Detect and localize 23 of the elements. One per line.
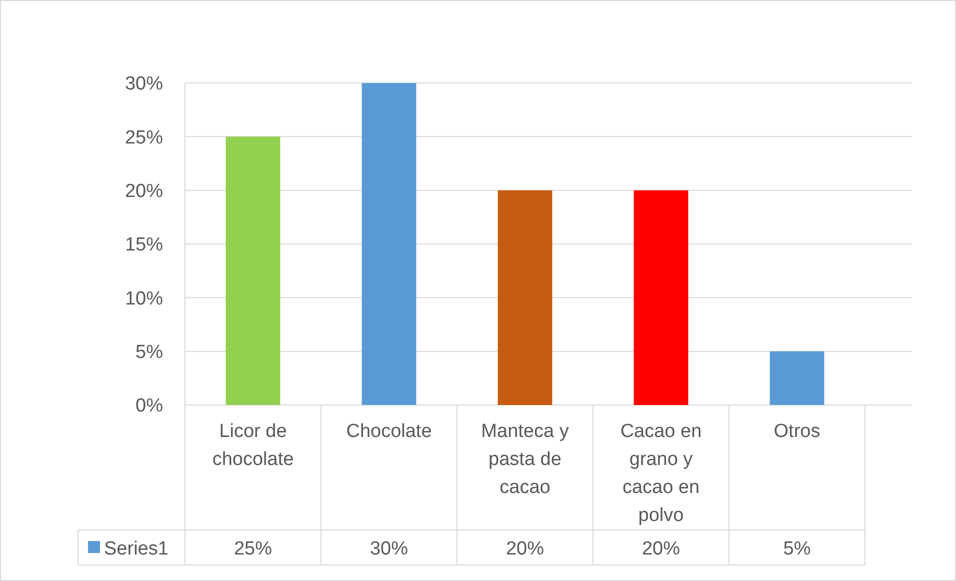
x-tick-label: Chocolate: [346, 421, 432, 442]
x-tick-label: Manteca y pasta de cacao: [481, 421, 570, 498]
data-label: 20%: [506, 538, 544, 560]
y-tick-label: 25%: [124, 127, 164, 148]
y-tick-label: 30%: [124, 74, 164, 95]
bar: [226, 136, 280, 405]
x-tick-label: Cacao en grano y cacao en polvo: [620, 421, 702, 526]
data-label: 25%: [234, 538, 272, 560]
y-tick-label: 10%: [124, 288, 164, 310]
data-label: 5%: [783, 538, 811, 560]
data-label: 20%: [642, 538, 680, 560]
bar: [634, 190, 688, 405]
x-tick-label: Otros: [774, 421, 820, 442]
bar: [362, 83, 416, 405]
y-tick-label: 20%: [124, 180, 164, 202]
y-tick-label: 5%: [136, 342, 164, 363]
bar: [498, 190, 552, 405]
data-label: 30%: [370, 538, 408, 560]
bar: [770, 351, 824, 405]
y-tick-label: 0%: [136, 396, 164, 417]
legend-label: Series1: [104, 538, 168, 560]
x-tick-label: Licor de chocolate: [212, 421, 294, 470]
y-tick-label: 15%: [124, 234, 164, 256]
